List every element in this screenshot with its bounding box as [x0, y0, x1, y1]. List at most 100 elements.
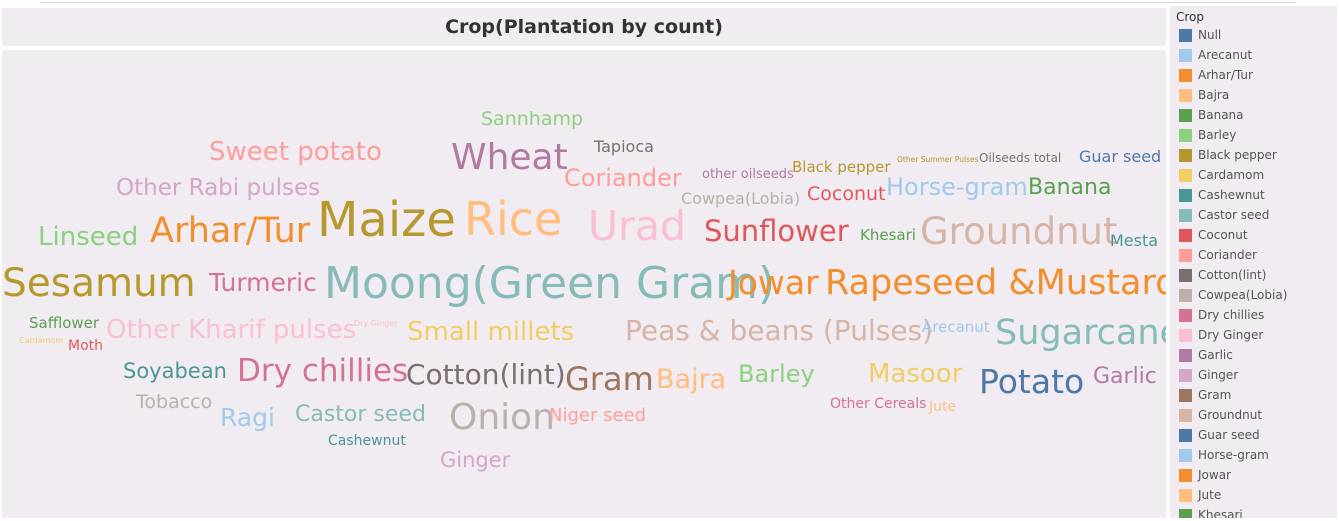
word-cloud-word: Moong(Green Gram) [324, 258, 776, 309]
word-cloud-word: Turmeric [209, 268, 317, 297]
legend-label: Cardamom [1198, 168, 1265, 182]
word-cloud-word: Rapeseed &Mustard [825, 263, 1166, 303]
legend-swatch [1179, 349, 1192, 362]
word-cloud-word: Coconut [807, 183, 886, 205]
word-cloud-word: Small millets [407, 317, 575, 347]
legend-swatch [1179, 29, 1192, 42]
legend-swatch [1179, 289, 1192, 302]
word-cloud-word: Oilseeds total [979, 151, 1062, 165]
legend-label: Khesari [1198, 508, 1243, 518]
word-cloud-word: Cashewnut [328, 433, 406, 449]
word-cloud-word: Other Summer Pulses [897, 155, 979, 164]
legend-swatch [1179, 429, 1192, 442]
legend-swatch [1179, 329, 1192, 342]
top-divider [40, 2, 1296, 3]
legend-swatch [1179, 209, 1192, 222]
word-cloud-word: Other Kharif pulses [106, 315, 357, 345]
legend-label: Garlic [1198, 348, 1233, 362]
word-cloud-word: Khesari [860, 226, 916, 244]
legend-label: Cashewnut [1198, 188, 1265, 202]
legend-label: Coconut [1198, 228, 1248, 242]
word-cloud-word: Rice [464, 192, 563, 246]
legend-label: Horse-gram [1198, 448, 1269, 462]
word-cloud-word: Soyabean [123, 359, 227, 383]
word-cloud-word: Mesta [1110, 231, 1159, 250]
legend-swatch [1179, 509, 1192, 518]
word-cloud-word: Linseed [38, 222, 139, 252]
word-cloud-word: Garlic [1093, 364, 1157, 389]
legend-swatch [1179, 109, 1192, 122]
word-cloud: Sannhamp Tapioca Sweet potato Wheat Coriande… [2, 50, 1166, 518]
word-cloud-word: Wheat [451, 137, 568, 178]
legend-label: Bajra [1198, 88, 1230, 102]
legend-title: Crop [1176, 10, 1205, 24]
legend-label: Barley [1198, 128, 1237, 142]
legend-swatch [1179, 249, 1192, 262]
word-cloud-word: Arecanut [922, 318, 990, 336]
word-cloud-word: Peas & beans (Pulses) [625, 314, 934, 347]
chart-title-bar: Crop(Plantation by count) [2, 8, 1166, 46]
legend-swatch [1179, 489, 1192, 502]
legend-label: Dry Ginger [1198, 328, 1264, 342]
word-cloud-word: Cardamom [19, 336, 64, 345]
legend-label: Guar seed [1198, 428, 1260, 442]
word-cloud-word: Potato [979, 362, 1085, 401]
word-cloud-word: Other Cereals [830, 396, 927, 412]
word-cloud-word: Jute [929, 399, 957, 415]
chart-title: Crop(Plantation by count) [445, 16, 723, 38]
word-cloud-word: Sunflower [704, 214, 849, 248]
word-cloud-word: Barley [738, 360, 815, 388]
legend-swatch [1179, 269, 1192, 282]
legend-swatch [1179, 69, 1192, 82]
legend-swatch [1179, 309, 1192, 322]
word-cloud-word: Sesamum [2, 261, 196, 306]
word-cloud-word: Sannhamp [481, 108, 584, 130]
legend-label: Black pepper [1198, 148, 1277, 162]
word-cloud-word: Tobacco [136, 391, 213, 413]
legend-label: Dry chillies [1198, 308, 1265, 322]
legend-label: Arhar/Tur [1198, 68, 1253, 82]
word-cloud-word: Maize [317, 192, 456, 248]
legend-label: Castor seed [1198, 208, 1270, 222]
word-cloud-word: Black pepper [792, 158, 891, 176]
word-cloud-word: other oilseeds [702, 167, 794, 182]
legend-swatch [1179, 89, 1192, 102]
word-cloud-word: Dry chillies [237, 353, 409, 389]
legend-swatch [1179, 469, 1192, 482]
word-cloud-word: Coriander [564, 164, 682, 192]
word-cloud-word: Ginger [440, 448, 511, 472]
word-cloud-word: Tapioca [594, 137, 654, 156]
word-cloud-word: Ragi [220, 403, 275, 432]
word-cloud-word: Moth [68, 338, 104, 354]
word-cloud-word: Banana [1028, 175, 1112, 200]
word-cloud-word: Cowpea(Lobia) [681, 189, 801, 208]
legend-swatch [1179, 369, 1192, 382]
word-cloud-word: Gram [565, 360, 654, 398]
legend-label: Arecanut [1198, 48, 1253, 62]
word-cloud-word: Dry Ginger [354, 319, 398, 328]
legend-label: Gram [1198, 388, 1232, 402]
legend-label: Banana [1198, 108, 1244, 122]
word-cloud-word: Onion [449, 397, 555, 438]
word-cloud-word: Safflower [29, 314, 100, 332]
word-cloud-word: Other Rabi pulses [116, 175, 321, 201]
legend-swatch [1179, 229, 1192, 242]
legend-swatch [1179, 189, 1192, 202]
legend-label: Cowpea(Lobia) [1198, 288, 1288, 302]
legend-swatch [1179, 389, 1192, 402]
word-cloud-word: Sugarcane [995, 313, 1166, 353]
legend-swatch [1179, 129, 1192, 142]
legend-label: Coriander [1198, 248, 1257, 262]
word-cloud-word: Jowar [728, 263, 819, 302]
legend-label: Ginger [1198, 368, 1239, 382]
word-cloud-word: Urad [588, 202, 687, 250]
word-cloud-word: Castor seed [295, 402, 426, 427]
legend-swatch [1179, 49, 1192, 62]
word-cloud-word: Niger seed [549, 405, 647, 426]
legend-swatch [1179, 149, 1192, 162]
legend-swatch [1179, 169, 1192, 182]
word-cloud-word: Groundnut [920, 210, 1118, 253]
legend-label: Groundnut [1198, 408, 1263, 422]
legend: Crop Null Arecanut Arhar/Tur Bajra Banana Bar… [1170, 6, 1337, 518]
word-cloud-word: Sweet potato [209, 137, 382, 167]
